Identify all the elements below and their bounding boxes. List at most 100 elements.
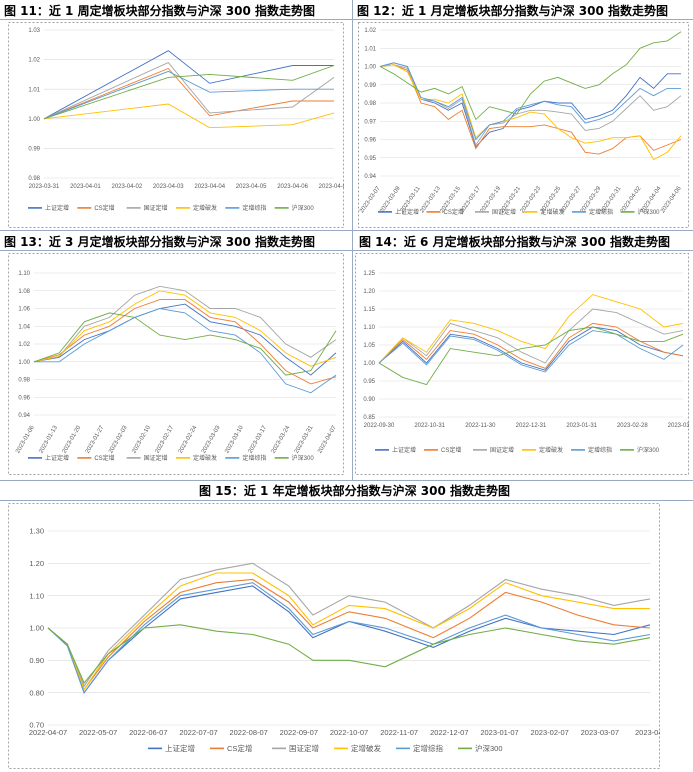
- legend-label: 国证定增: [144, 454, 168, 462]
- legend-label: 沪深300: [638, 208, 661, 216]
- divider: [0, 250, 693, 251]
- x-tick-label: 2023-04-07: [319, 184, 344, 190]
- series-line: [379, 62, 681, 148]
- series-line: [43, 62, 335, 120]
- series-line: [43, 67, 334, 120]
- legend-label: 定增破发: [193, 454, 217, 462]
- series-line: [33, 312, 337, 376]
- x-tick-label: 2022-08-07: [229, 728, 267, 737]
- fig14-title: 图 14：近 6 月定增板块部分指数与沪深 300 指数走势图: [359, 235, 670, 249]
- x-tick-label: 2022-06-07: [129, 728, 167, 737]
- fig12-title: 图 12：近 1 月定增板块部分指数与沪深 300 指数走势图: [357, 4, 668, 18]
- legend-label: CS定增: [441, 446, 461, 454]
- series-line: [378, 308, 684, 364]
- y-tick-label: 0.96: [18, 395, 30, 401]
- x-tick-label: 2022-11-07: [380, 728, 418, 737]
- chart-frame: [8, 253, 344, 475]
- series-line: [43, 70, 334, 120]
- fig13-chart: 0.94 0.96 0.98 1.00 1.02 1.04 1.06 1.08 1.10 2023…: [8, 253, 344, 475]
- fig11-title: 图 11：近 1 周定增板块部分指数与沪深 300 指数走势图: [4, 4, 315, 18]
- y-tick-label: 1.04: [18, 324, 30, 330]
- legend-label: CS定增: [94, 454, 114, 462]
- x-tick-label: 2023-04-: [635, 728, 660, 737]
- x-tick-label: 2022-12-31: [516, 423, 547, 429]
- y-tick-label: 1.03: [28, 28, 40, 34]
- y-tick-label: 0.90: [363, 397, 375, 403]
- series-line: [47, 578, 651, 691]
- y-tick-label: 1.20: [363, 289, 375, 295]
- series-line: [378, 322, 684, 369]
- legend-label: 沪深300: [292, 454, 315, 462]
- divider: [0, 230, 693, 231]
- series-line: [47, 562, 651, 688]
- y-tick-label: 1.00: [28, 117, 40, 123]
- x-tick-label: 2023-03-07: [581, 728, 619, 737]
- legend-label: 定增综指: [588, 446, 612, 454]
- x-tick-label: 2022-09-30: [364, 423, 395, 429]
- y-tick-label: 0.95: [363, 379, 375, 385]
- y-tick-label: 0.98: [28, 176, 40, 182]
- legend-label: 沪深300: [637, 446, 660, 454]
- divider: [0, 19, 693, 20]
- y-tick-label: 0.99: [28, 147, 40, 153]
- chart-frame: [355, 253, 689, 475]
- x-tick-label: 2023-02-07: [530, 728, 568, 737]
- y-tick-label: 0.80: [29, 688, 44, 697]
- y-tick-label: 1.10: [363, 325, 375, 331]
- y-tick-label: 1.00: [363, 361, 375, 367]
- series-line: [43, 50, 334, 120]
- series-line: [34, 308, 337, 394]
- y-tick-label: 1.06: [18, 307, 30, 313]
- y-tick-label: 1.20: [29, 559, 44, 568]
- x-tick-label: 2023-04-03: [153, 184, 184, 190]
- y-tick-label: 1.25: [363, 271, 375, 277]
- legend-label: 国证定增: [289, 743, 319, 753]
- x-tick-label: 2023-04-01: [70, 184, 101, 190]
- legend-label: 上证定增: [45, 204, 69, 212]
- y-tick-label: 1.01: [364, 46, 376, 52]
- y-tick-label: 1.15: [363, 307, 375, 313]
- legend-label: 国证定增: [490, 446, 514, 454]
- legend-label: 定增破发: [351, 743, 381, 753]
- series-line: [43, 103, 335, 129]
- fig15-title: 图 15：近 1 年定增板块部分指数与沪深 300 指数走势图: [199, 484, 510, 498]
- legend-label: CS定增: [227, 743, 252, 753]
- y-tick-label: 1.10: [18, 271, 30, 277]
- legend-label: 上证定增: [165, 743, 195, 753]
- legend-label: 定增综指: [413, 743, 443, 753]
- y-tick-label: 0.70: [29, 721, 44, 730]
- x-tick-label: 2022-04-07: [29, 728, 67, 737]
- series-line: [379, 64, 682, 161]
- x-tick-label: 2023-04-04: [194, 184, 225, 190]
- x-tick-label: 2022-09-07: [280, 728, 318, 737]
- y-tick-label: 0.97: [364, 119, 376, 125]
- y-tick-label: 1.00: [29, 624, 44, 633]
- series-line: [378, 330, 684, 373]
- legend-label: 国证定增: [492, 208, 516, 216]
- legend-label: 沪深300: [475, 743, 503, 753]
- y-tick-label: 1.00: [364, 65, 376, 71]
- y-tick-label: 1.02: [364, 28, 376, 34]
- legend-label: 定增综指: [589, 208, 613, 216]
- y-tick-label: 0.90: [29, 656, 44, 665]
- legend-label: 定增破发: [541, 208, 565, 216]
- divider: [0, 500, 693, 501]
- y-tick-label: 0.94: [18, 413, 30, 419]
- x-tick-label: 2022-10-07: [330, 728, 368, 737]
- x-tick-label: 2023-04-06: [277, 184, 308, 190]
- y-tick-label: 1.00: [18, 360, 30, 366]
- divider: [0, 480, 693, 481]
- legend-label: 上证定增: [45, 454, 69, 462]
- x-tick-label: 2022-05-07: [79, 728, 117, 737]
- legend-label: 定增破发: [193, 204, 217, 212]
- y-tick-label: 0.95: [364, 156, 376, 162]
- divider: [352, 0, 353, 480]
- x-tick-label: 2023-03-31: [668, 423, 689, 429]
- x-tick-label: 2023-04-02: [112, 184, 143, 190]
- y-tick-label: 1.05: [363, 343, 375, 349]
- y-tick-label: 0.85: [363, 415, 375, 421]
- chart-frame: [8, 22, 344, 228]
- y-tick-label: 0.98: [364, 101, 376, 107]
- x-tick-label: 2022-10-31: [414, 423, 445, 429]
- legend-label: CS定增: [94, 204, 114, 212]
